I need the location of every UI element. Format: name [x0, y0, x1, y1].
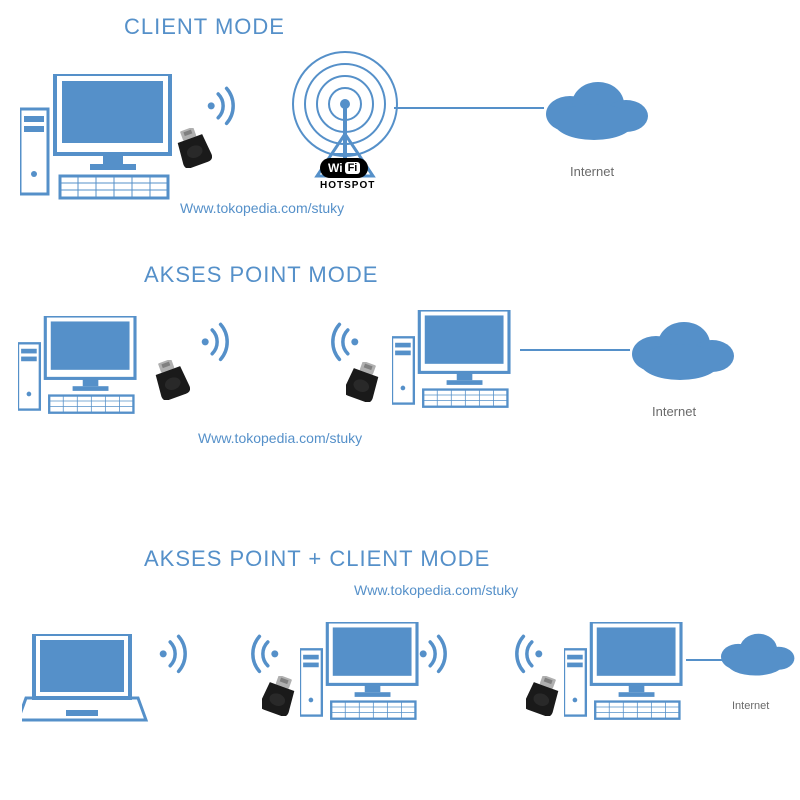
cloud-icon — [708, 628, 800, 698]
internet-label: Internet — [570, 164, 614, 179]
desktop-pc-icon — [18, 316, 158, 436]
cloud-icon — [614, 314, 754, 394]
wifi-badge-fi: Fi — [345, 162, 361, 174]
wifi-badge-wi: Wi — [328, 161, 343, 175]
hotspot-label: HOTSPOT — [320, 180, 375, 191]
connection-line — [394, 106, 544, 110]
desktop-pc-icon — [20, 74, 180, 214]
wifi-signal-icon — [158, 630, 208, 690]
internet-label: Internet — [732, 700, 769, 712]
wifi-badge: Wi Fi — [320, 158, 368, 178]
section3-title: AKSES POINT + CLIENT MODE — [144, 546, 490, 572]
usb-dongle-icon — [346, 362, 382, 402]
desktop-pc-icon — [564, 622, 704, 742]
url-label-3: Www.tokopedia.com/stuky — [354, 582, 518, 598]
internet-label: Internet — [652, 404, 696, 419]
usb-dongle-icon — [526, 676, 562, 716]
section2-title: AKSES POINT MODE — [144, 262, 378, 288]
laptop-icon — [22, 634, 152, 734]
wifi-signal-icon — [418, 630, 468, 690]
url-label-2: Www.tokopedia.com/stuky — [198, 430, 362, 446]
usb-dongle-icon — [154, 360, 190, 400]
cloud-icon — [528, 74, 668, 154]
desktop-pc-icon — [392, 310, 532, 430]
usb-dongle-icon — [262, 676, 298, 716]
url-label-1: Www.tokopedia.com/stuky — [180, 200, 344, 216]
wifi-signal-icon — [200, 318, 250, 378]
section1-title: CLIENT MODE — [124, 14, 285, 40]
wifi-signal-icon — [206, 82, 256, 142]
